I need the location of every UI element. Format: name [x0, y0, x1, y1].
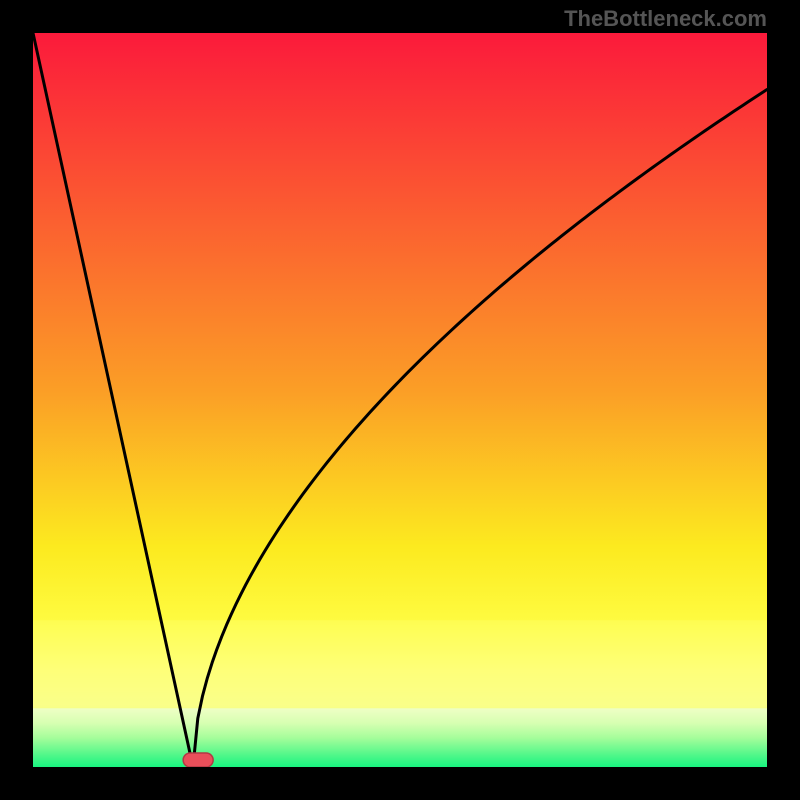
- minimum-marker: [33, 33, 767, 767]
- plot-area: [33, 33, 767, 767]
- chart-container: TheBottleneck.com: [0, 0, 800, 800]
- watermark-text: TheBottleneck.com: [564, 6, 767, 32]
